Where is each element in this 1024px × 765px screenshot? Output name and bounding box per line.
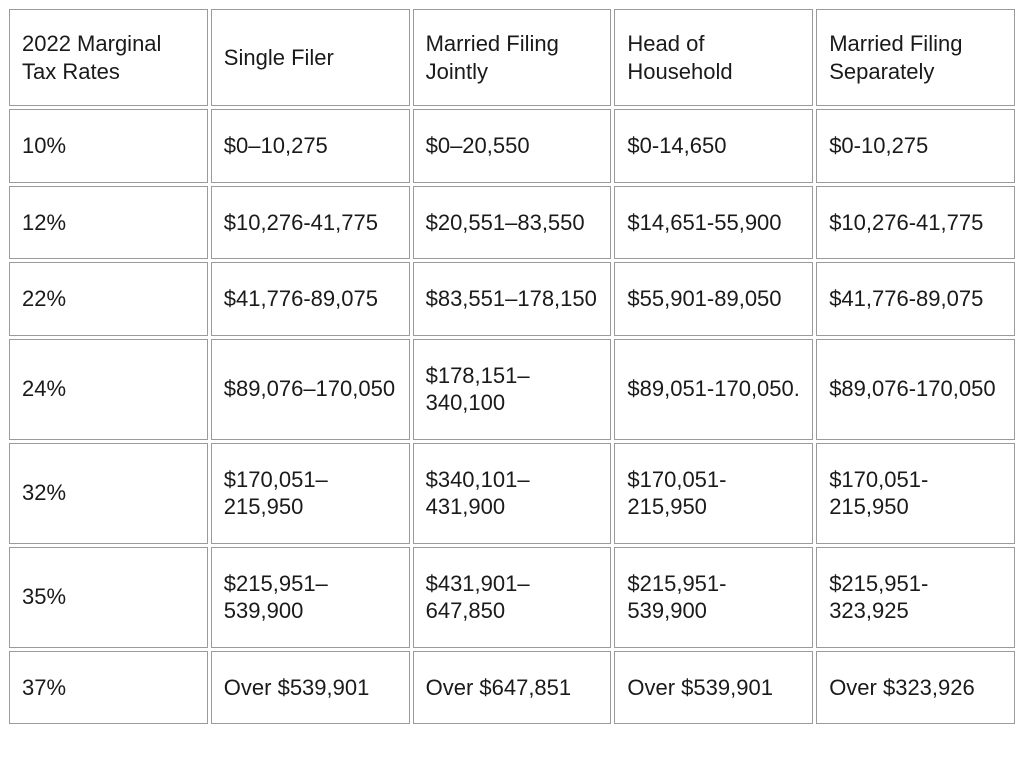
cell-hoh: Over $539,901 [614,651,813,725]
col-header-joint: Married Filing Jointly [413,9,612,106]
cell-rate: 10% [9,109,208,183]
cell-joint: $431,901–647,850 [413,547,612,648]
cell-separate: $10,276-41,775 [816,186,1015,260]
col-header-rate: 2022 Marginal Tax Rates [9,9,208,106]
cell-single: Over $539,901 [211,651,410,725]
cell-joint: Over $647,851 [413,651,612,725]
cell-separate: $215,951-323,925 [816,547,1015,648]
cell-hoh: $215,951-539,900 [614,547,813,648]
cell-hoh: $170,051-215,950 [614,443,813,544]
table-row: 10% $0–10,275 $0–20,550 $0-14,650 $0-10,… [9,109,1015,183]
table-row: 24% $89,076–170,050 $178,151–340,100 $89… [9,339,1015,440]
table-row: 37% Over $539,901 Over $647,851 Over $53… [9,651,1015,725]
cell-single: $41,776-89,075 [211,262,410,336]
cell-separate: $0-10,275 [816,109,1015,183]
cell-rate: 22% [9,262,208,336]
cell-single: $10,276-41,775 [211,186,410,260]
cell-rate: 35% [9,547,208,648]
cell-separate: $89,076-170,050 [816,339,1015,440]
cell-single: $0–10,275 [211,109,410,183]
cell-joint: $83,551–178,150 [413,262,612,336]
col-header-single: Single Filer [211,9,410,106]
table-row: 32% $170,051–215,950 $340,101–431,900 $1… [9,443,1015,544]
cell-separate: $41,776-89,075 [816,262,1015,336]
cell-rate: 32% [9,443,208,544]
cell-joint: $340,101–431,900 [413,443,612,544]
table-header-row: 2022 Marginal Tax Rates Single Filer Mar… [9,9,1015,106]
cell-rate: 24% [9,339,208,440]
cell-hoh: $14,651-55,900 [614,186,813,260]
cell-joint: $20,551–83,550 [413,186,612,260]
cell-separate: $170,051-215,950 [816,443,1015,544]
col-header-hoh: Head of Household [614,9,813,106]
cell-single: $170,051–215,950 [211,443,410,544]
cell-single: $215,951–539,900 [211,547,410,648]
tax-rates-table: 2022 Marginal Tax Rates Single Filer Mar… [6,6,1018,727]
cell-rate: 12% [9,186,208,260]
table-row: 35% $215,951–539,900 $431,901–647,850 $2… [9,547,1015,648]
table-row: 22% $41,776-89,075 $83,551–178,150 $55,9… [9,262,1015,336]
cell-separate: Over $323,926 [816,651,1015,725]
cell-hoh: $0-14,650 [614,109,813,183]
cell-rate: 37% [9,651,208,725]
cell-hoh: $55,901-89,050 [614,262,813,336]
col-header-separate: Married Filing Separately [816,9,1015,106]
cell-single: $89,076–170,050 [211,339,410,440]
cell-joint: $178,151–340,100 [413,339,612,440]
cell-joint: $0–20,550 [413,109,612,183]
cell-hoh: $89,051-170,050. [614,339,813,440]
table-row: 12% $10,276-41,775 $20,551–83,550 $14,65… [9,186,1015,260]
